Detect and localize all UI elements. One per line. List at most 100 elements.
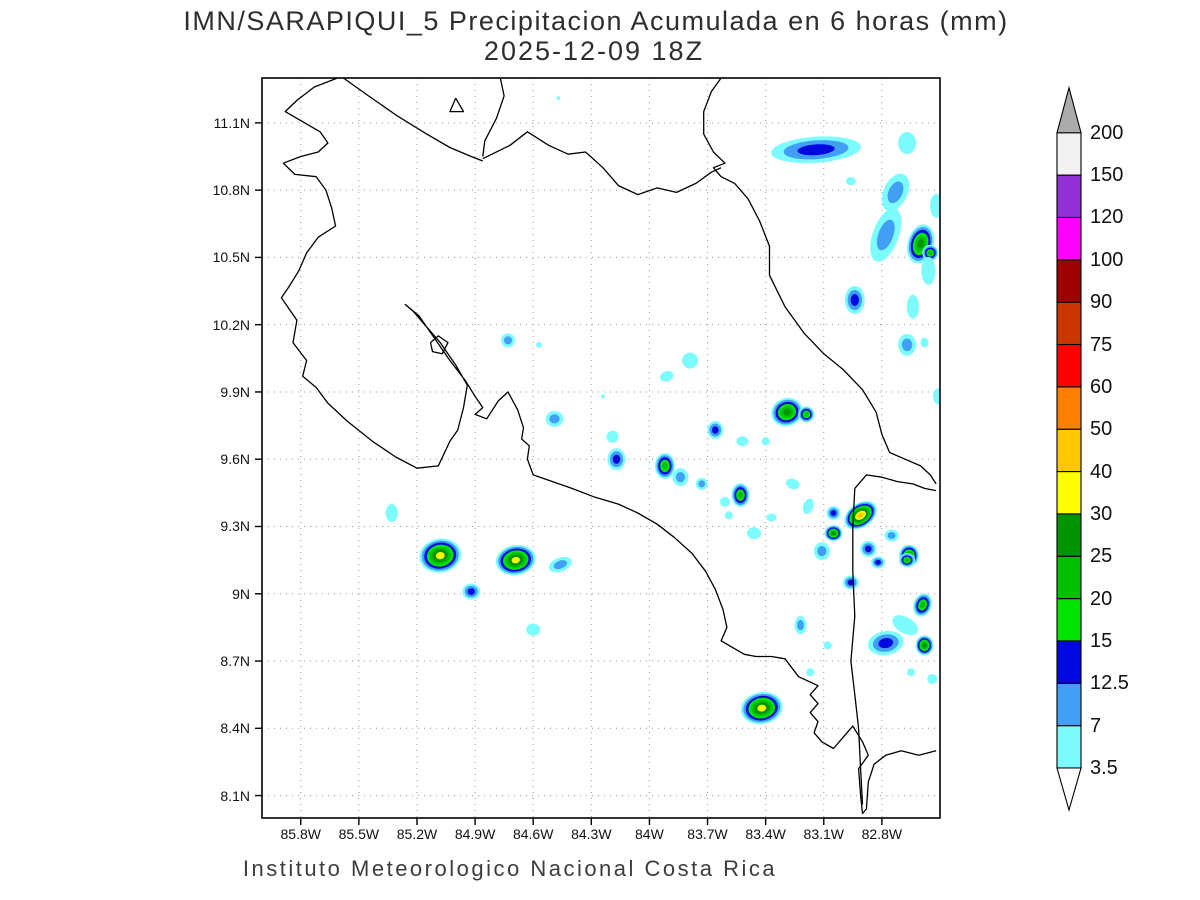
precip-cell-ring <box>435 552 445 560</box>
precip-cell-ring <box>556 96 561 101</box>
precip-cell-ring <box>901 338 913 352</box>
y-tick-label: 8.1N <box>220 787 250 804</box>
colorbar-band <box>1056 301 1082 346</box>
y-tick-label: 8.4N <box>220 720 250 737</box>
y-tick-label: 11.1N <box>213 114 250 131</box>
colorbar-over-arrow <box>1056 85 1082 134</box>
precip-cell-ring <box>831 531 836 536</box>
colorbar-band <box>1056 640 1082 684</box>
colorbar-band <box>1056 386 1082 430</box>
page-title: IMN/SARAPIQUI_5 Precipitacion Acumulada … <box>183 6 1009 36</box>
precip-cell-ring <box>747 527 762 540</box>
precip-cell-ring <box>920 337 929 348</box>
colorbar-level-label: 100 <box>1090 248 1124 271</box>
precip-cell-ring <box>662 462 668 470</box>
x-tick-label: 82.8W <box>861 826 903 842</box>
colorbar-level-label: 90 <box>1090 291 1113 314</box>
colorbar-level-label: 25 <box>1090 545 1113 568</box>
precip-cell-ring <box>600 394 605 399</box>
colorbar-band <box>1056 470 1082 515</box>
precip-cell-ring <box>698 480 706 488</box>
y-tick-label: 10.5N <box>212 249 250 266</box>
precip-cell-ring <box>526 623 541 636</box>
precip-cell-ring <box>536 341 543 348</box>
colorbar-level-label: 150 <box>1090 164 1124 187</box>
precip-cell-ring <box>467 588 475 595</box>
y-tick-label: 9.6N <box>220 451 250 468</box>
colorbar-band <box>1056 513 1082 557</box>
colorbar-band <box>1056 725 1082 769</box>
y-tick-label: 10.2N <box>212 316 250 333</box>
precip-cell-ring <box>724 511 733 520</box>
precip-cell-ring <box>887 532 896 539</box>
precip-cell-ring <box>783 408 791 416</box>
precip-cell-ring <box>906 668 915 677</box>
precip-cell-ring <box>887 181 904 204</box>
precip-cell-ring <box>878 638 894 649</box>
precip-cell-ring <box>876 219 895 251</box>
x-tick-label: 84.3W <box>571 826 612 842</box>
x-tick-label: 84.6W <box>512 826 554 842</box>
colorbar-band <box>1056 216 1082 261</box>
colorbar-level-label: 30 <box>1090 502 1113 525</box>
precip-cell-ring <box>797 144 835 156</box>
x-tick-label: 83.7W <box>687 826 728 842</box>
colorbar-level-label: 40 <box>1090 460 1113 483</box>
precip-cell-ring <box>927 673 938 684</box>
precip-cell-ring <box>737 491 743 499</box>
precip-cell-ring <box>711 426 719 434</box>
precip-cell-ring <box>757 704 767 712</box>
plot-border <box>261 77 941 819</box>
colorbar-level-label: 12.5 <box>1090 672 1129 695</box>
precip-cell-ring <box>930 193 940 218</box>
precip-cell-ring <box>906 294 919 319</box>
precip-cell-ring <box>675 471 686 483</box>
colorbar-level-label: 75 <box>1090 333 1113 356</box>
precip-cell-ring <box>917 239 924 249</box>
coastline-paths <box>280 78 937 815</box>
page-subtitle-datetime: 2025-12-09 18Z <box>483 36 705 66</box>
y-tick-label: 10.8N <box>212 182 250 199</box>
precip-cell-ring <box>785 478 800 490</box>
precip-cell-ring <box>612 454 621 464</box>
precip-cell-ring <box>865 545 872 553</box>
colorbar-band <box>1056 259 1082 303</box>
precip-cells <box>385 96 940 725</box>
precip-cell-ring <box>933 388 940 405</box>
colorbar-band <box>1056 682 1082 727</box>
precip-cell-ring <box>921 256 936 285</box>
precip-cell-ring <box>804 412 809 417</box>
precip-cell-ring <box>850 294 859 306</box>
y-tick-label: 9.9N <box>220 383 250 400</box>
colorbar-level-label: 50 <box>1090 418 1113 441</box>
colorbar-under-arrow <box>1056 767 1082 813</box>
colorbar-level-label: 15 <box>1090 629 1113 652</box>
precip-cell-ring <box>898 132 917 155</box>
precip-cell-ring <box>553 560 567 570</box>
precip-cell-ring <box>847 579 855 586</box>
precip-cell-ring <box>845 177 856 186</box>
y-tick-label: 9.3N <box>220 518 250 535</box>
precip-cell-ring <box>830 510 837 516</box>
axis-ticks <box>255 122 883 825</box>
y-tick-label: 8.7N <box>220 653 250 670</box>
precip-cell-ring <box>766 513 777 522</box>
precip-cell-ring <box>928 250 933 256</box>
precip-cell-ring <box>806 668 815 677</box>
y-tick-label: 9N <box>232 585 250 602</box>
colorbar-level-label: 120 <box>1090 206 1124 229</box>
x-tick-label: 85.2W <box>396 826 438 842</box>
colorbar-band <box>1056 428 1082 473</box>
precip-cell-ring <box>719 496 730 507</box>
precip-cell-ring <box>919 601 926 609</box>
precip-cell-ring <box>922 642 927 648</box>
precip-cell-ring <box>802 498 814 515</box>
precip-cell-ring <box>511 556 520 564</box>
colorbar-level-label: 200 <box>1090 121 1124 144</box>
precip-cell-ring <box>875 559 881 565</box>
precip-cell-ring <box>892 615 918 636</box>
x-tick-label: 84W <box>635 826 664 842</box>
precip-cell-ring <box>904 558 910 563</box>
